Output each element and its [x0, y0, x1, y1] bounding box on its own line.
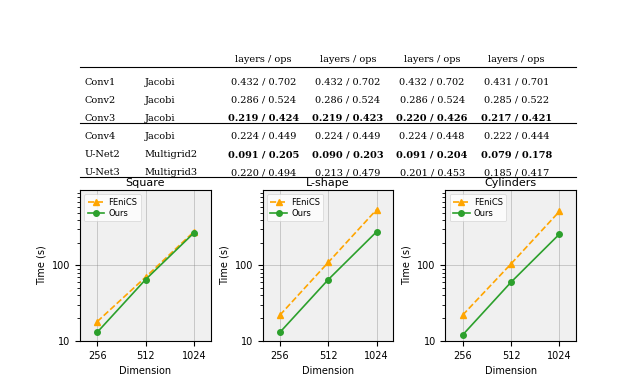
- Text: Conv4: Conv4: [85, 132, 116, 141]
- Text: 0.091 / 0.204: 0.091 / 0.204: [396, 150, 468, 159]
- Text: 0.224 / 0.449: 0.224 / 0.449: [315, 132, 381, 141]
- Text: 0.220 / 0.426: 0.220 / 0.426: [396, 114, 468, 123]
- FEniCS: [276, 313, 284, 318]
- Line: FEniCS: FEniCS: [95, 229, 196, 324]
- FEniCS: [459, 313, 467, 318]
- Y-axis label: Time (s): Time (s): [36, 246, 46, 285]
- Text: layers / ops: layers / ops: [488, 55, 545, 64]
- Text: U-Net3: U-Net3: [85, 168, 121, 177]
- Title: Cylinders: Cylinders: [484, 178, 537, 188]
- Ours: [93, 330, 101, 335]
- Text: Multigrid3: Multigrid3: [145, 168, 198, 177]
- X-axis label: Dimension: Dimension: [119, 366, 172, 376]
- FEniCS: [141, 275, 149, 280]
- X-axis label: Dimension: Dimension: [484, 366, 537, 376]
- Legend: FEniCS, Ours: FEniCS, Ours: [267, 194, 323, 221]
- Text: 0.286 / 0.524: 0.286 / 0.524: [231, 96, 296, 105]
- Text: layers / ops: layers / ops: [319, 55, 376, 64]
- Text: 0.185 / 0.417: 0.185 / 0.417: [484, 168, 549, 177]
- Text: Multigrid2: Multigrid2: [145, 150, 198, 159]
- Text: Jacobi: Jacobi: [145, 132, 175, 141]
- Ours: [141, 277, 149, 282]
- Ours: [507, 280, 515, 285]
- FEniCS: [93, 319, 101, 324]
- Ours: [190, 231, 198, 235]
- Legend: FEniCS, Ours: FEniCS, Ours: [84, 194, 141, 221]
- Text: 0.217 / 0.421: 0.217 / 0.421: [481, 114, 552, 123]
- Text: layers / ops: layers / ops: [404, 55, 460, 64]
- X-axis label: Dimension: Dimension: [302, 366, 354, 376]
- FEniCS: [556, 209, 563, 214]
- Text: 0.224 / 0.448: 0.224 / 0.448: [399, 132, 465, 141]
- Line: Ours: Ours: [95, 230, 196, 335]
- Text: 0.219 / 0.423: 0.219 / 0.423: [312, 114, 383, 123]
- Text: Jacobi: Jacobi: [145, 114, 175, 123]
- Text: 0.431 / 0.701: 0.431 / 0.701: [484, 78, 549, 87]
- Text: 0.201 / 0.453: 0.201 / 0.453: [399, 168, 465, 177]
- Text: 0.079 / 0.178: 0.079 / 0.178: [481, 150, 552, 159]
- Y-axis label: Time (s): Time (s): [402, 246, 412, 285]
- Text: 0.432 / 0.702: 0.432 / 0.702: [399, 78, 465, 87]
- Line: FEniCS: FEniCS: [277, 207, 380, 318]
- Text: Conv2: Conv2: [85, 96, 116, 105]
- Ours: [556, 232, 563, 236]
- Text: Jacobi: Jacobi: [145, 96, 175, 105]
- Text: U-Net2: U-Net2: [85, 150, 121, 159]
- Text: 0.224 / 0.449: 0.224 / 0.449: [231, 132, 296, 141]
- Line: Ours: Ours: [277, 229, 380, 335]
- Y-axis label: Time (s): Time (s): [219, 246, 229, 285]
- Line: Ours: Ours: [460, 231, 562, 338]
- Text: Conv1: Conv1: [85, 78, 116, 87]
- FEniCS: [190, 229, 198, 234]
- Ours: [324, 277, 332, 282]
- Text: 0.091 / 0.205: 0.091 / 0.205: [228, 150, 300, 159]
- Title: Square: Square: [125, 178, 165, 188]
- FEniCS: [507, 262, 515, 266]
- Text: 0.285 / 0.522: 0.285 / 0.522: [484, 96, 549, 105]
- Text: Conv3: Conv3: [85, 114, 116, 123]
- Line: FEniCS: FEniCS: [460, 209, 562, 318]
- Ours: [372, 229, 380, 234]
- Text: 0.432 / 0.702: 0.432 / 0.702: [315, 78, 381, 87]
- Title: L-shape: L-shape: [306, 178, 350, 188]
- Ours: [276, 330, 284, 335]
- Text: 0.432 / 0.702: 0.432 / 0.702: [231, 78, 296, 87]
- FEniCS: [372, 207, 380, 212]
- Text: 0.286 / 0.524: 0.286 / 0.524: [316, 96, 380, 105]
- Text: 0.220 / 0.494: 0.220 / 0.494: [231, 168, 296, 177]
- Text: 0.286 / 0.524: 0.286 / 0.524: [399, 96, 465, 105]
- Text: 0.090 / 0.203: 0.090 / 0.203: [312, 150, 383, 159]
- Text: layers / ops: layers / ops: [236, 55, 292, 64]
- Text: 0.222 / 0.444: 0.222 / 0.444: [484, 132, 549, 141]
- Ours: [459, 332, 467, 337]
- Text: 0.213 / 0.479: 0.213 / 0.479: [315, 168, 381, 177]
- FEniCS: [324, 260, 332, 265]
- Text: 0.219 / 0.424: 0.219 / 0.424: [228, 114, 299, 123]
- Text: Jacobi: Jacobi: [145, 78, 175, 87]
- Legend: FEniCS, Ours: FEniCS, Ours: [450, 194, 506, 221]
